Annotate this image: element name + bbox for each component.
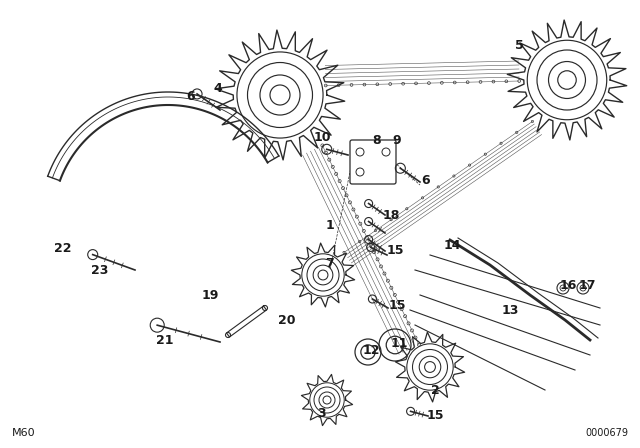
Text: 0000679: 0000679 [585, 428, 628, 438]
FancyBboxPatch shape [350, 140, 396, 184]
Text: 2: 2 [431, 383, 440, 396]
Text: 15: 15 [426, 409, 444, 422]
Text: 6: 6 [422, 173, 430, 186]
Text: 12: 12 [362, 344, 380, 357]
Text: 6: 6 [187, 90, 195, 103]
Text: 13: 13 [501, 303, 518, 316]
Text: 5: 5 [515, 39, 524, 52]
Text: 4: 4 [214, 82, 222, 95]
Text: M60: M60 [12, 428, 36, 438]
Text: 19: 19 [202, 289, 219, 302]
Text: 16: 16 [559, 279, 577, 292]
Text: 11: 11 [390, 336, 408, 349]
Text: 14: 14 [444, 238, 461, 251]
Text: 3: 3 [317, 406, 326, 419]
Text: 8: 8 [372, 134, 381, 146]
Text: 10: 10 [313, 130, 331, 143]
Text: 15: 15 [388, 298, 406, 311]
Text: 21: 21 [156, 333, 173, 346]
Text: 9: 9 [393, 134, 401, 146]
Text: 18: 18 [382, 208, 400, 221]
Text: 7: 7 [324, 257, 333, 270]
Text: 20: 20 [278, 314, 296, 327]
Text: 17: 17 [579, 279, 596, 292]
Text: 1: 1 [326, 219, 334, 232]
Text: 23: 23 [92, 263, 109, 276]
Text: 15: 15 [387, 244, 404, 257]
Text: 22: 22 [54, 241, 72, 254]
